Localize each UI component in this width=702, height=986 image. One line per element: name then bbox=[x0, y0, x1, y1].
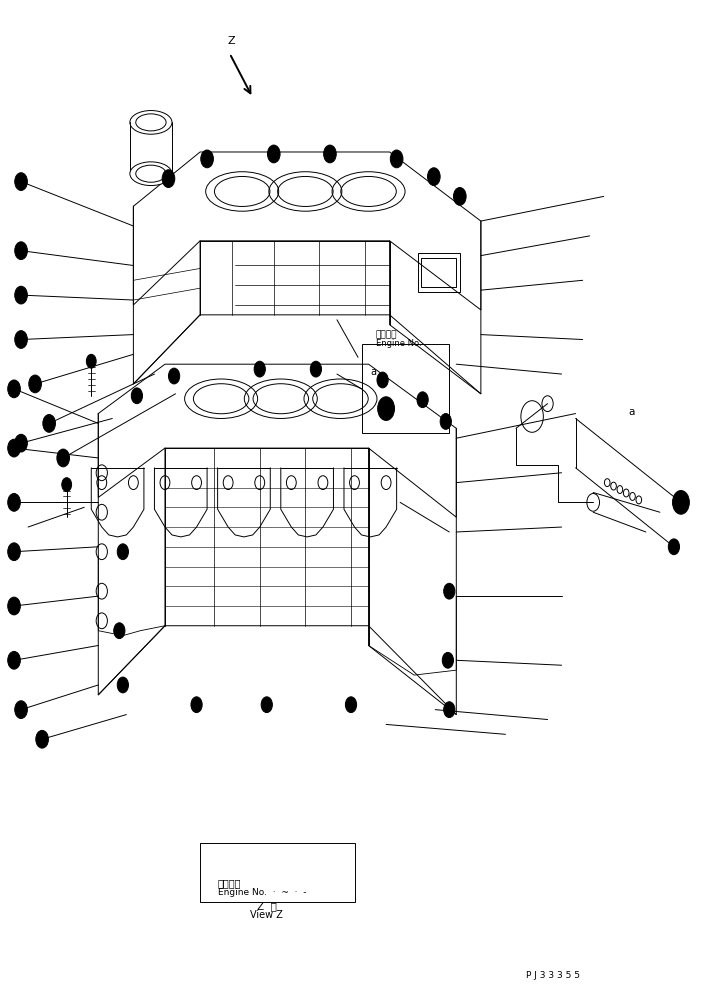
Text: P J 3 3 3 5 5: P J 3 3 3 5 5 bbox=[526, 969, 581, 979]
Text: View Z: View Z bbox=[251, 909, 283, 919]
Circle shape bbox=[324, 146, 336, 164]
Circle shape bbox=[117, 677, 128, 693]
Circle shape bbox=[453, 188, 466, 206]
Text: a: a bbox=[628, 406, 635, 416]
Bar bbox=[200, 843, 355, 902]
Circle shape bbox=[57, 450, 69, 467]
Circle shape bbox=[8, 543, 20, 561]
Circle shape bbox=[377, 373, 388, 388]
Bar bbox=[418, 253, 460, 293]
Circle shape bbox=[378, 397, 395, 421]
Circle shape bbox=[114, 623, 125, 639]
Circle shape bbox=[390, 151, 403, 169]
Circle shape bbox=[15, 174, 27, 191]
Text: 適用号機: 適用号機 bbox=[218, 878, 241, 887]
Text: Engine No.  ·  ~  ·  -: Engine No. · ~ · - bbox=[218, 886, 306, 896]
Circle shape bbox=[29, 376, 41, 393]
Circle shape bbox=[440, 414, 451, 430]
Circle shape bbox=[15, 435, 27, 453]
Circle shape bbox=[43, 415, 55, 433]
Circle shape bbox=[8, 652, 20, 669]
Circle shape bbox=[15, 243, 27, 260]
Circle shape bbox=[15, 701, 27, 719]
Circle shape bbox=[444, 584, 455, 599]
Circle shape bbox=[417, 392, 428, 408]
Circle shape bbox=[345, 697, 357, 713]
Circle shape bbox=[444, 702, 455, 718]
Circle shape bbox=[191, 697, 202, 713]
Circle shape bbox=[131, 388, 143, 404]
Bar bbox=[362, 345, 449, 434]
Circle shape bbox=[117, 544, 128, 560]
Circle shape bbox=[267, 146, 280, 164]
Circle shape bbox=[162, 171, 175, 188]
Circle shape bbox=[668, 539, 680, 555]
Circle shape bbox=[86, 355, 96, 369]
Circle shape bbox=[62, 478, 72, 492]
Text: Z: Z bbox=[228, 36, 235, 46]
Circle shape bbox=[15, 331, 27, 349]
Circle shape bbox=[428, 169, 440, 186]
Circle shape bbox=[261, 697, 272, 713]
Circle shape bbox=[201, 151, 213, 169]
Circle shape bbox=[168, 369, 180, 385]
Circle shape bbox=[8, 494, 20, 512]
Circle shape bbox=[310, 362, 322, 378]
Circle shape bbox=[8, 381, 20, 398]
Circle shape bbox=[673, 491, 689, 515]
Circle shape bbox=[36, 731, 48, 748]
Text: Engine No.: Engine No. bbox=[376, 338, 421, 348]
Circle shape bbox=[8, 598, 20, 615]
Text: 適用号機: 適用号機 bbox=[376, 329, 397, 339]
Circle shape bbox=[8, 440, 20, 458]
Text: a: a bbox=[371, 367, 377, 377]
Circle shape bbox=[254, 362, 265, 378]
Circle shape bbox=[15, 287, 27, 305]
Bar bbox=[421, 258, 456, 288]
Circle shape bbox=[442, 653, 453, 669]
Ellipse shape bbox=[130, 163, 172, 186]
Text: Z  視: Z 視 bbox=[257, 900, 277, 910]
